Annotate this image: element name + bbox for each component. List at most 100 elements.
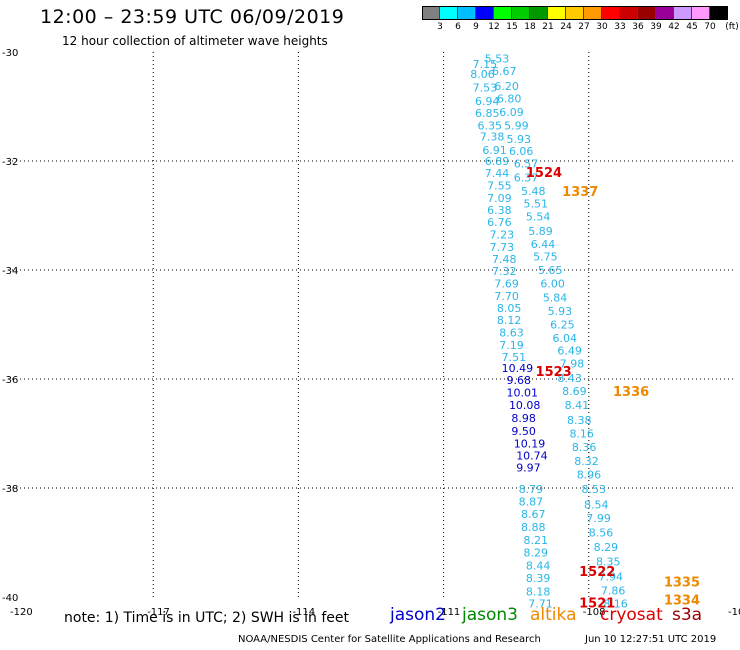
- swh-value-label: 7.48: [492, 253, 517, 266]
- swh-value-label: 5.93: [548, 305, 573, 318]
- swh-value-label: 7.53: [473, 81, 498, 94]
- swh-value-label: 6.00: [540, 278, 565, 291]
- swh-value-label: 8.18: [526, 586, 551, 599]
- swh-value-label: 10.08: [509, 399, 541, 412]
- lon-tick-label: -108: [583, 607, 606, 618]
- swh-value-label: 6.09: [499, 106, 524, 119]
- swh-value-label: 7.44: [485, 167, 510, 180]
- swh-value-label: 7.69: [494, 278, 519, 291]
- swh-value-label: 8.41: [565, 399, 590, 412]
- swh-value-label: 6.80: [497, 92, 521, 105]
- swh-value-label: 7.70: [494, 290, 519, 303]
- colorbar-swatch: [422, 6, 440, 20]
- swh-value-label: 7.19: [499, 339, 524, 352]
- pass-time-label: 1521: [579, 596, 615, 611]
- swh-value-label: 7.09: [487, 192, 512, 205]
- colorbar-tick-label: 18: [524, 22, 536, 32]
- swh-value-label: 8.88: [521, 521, 546, 534]
- colorbar-tick-label: 33: [614, 22, 626, 32]
- lat-tick-label: -40: [2, 593, 18, 604]
- swh-value-label: 6.44: [531, 238, 556, 251]
- swh-value-label: 8.21: [523, 534, 548, 547]
- chart-title: 12:00 – 23:59 UTC 06/09/2019: [40, 6, 345, 28]
- swh-value-label: 9.97: [516, 461, 541, 474]
- colorbar-tick-label: 30: [596, 22, 608, 32]
- satellite-legend-altika: altika: [530, 605, 577, 625]
- lat-tick-label: -36: [2, 375, 18, 386]
- pass-time-label: 1337: [562, 185, 598, 200]
- swh-value-label: 8.05: [497, 302, 521, 315]
- colorbar-tick-label: 45: [686, 22, 698, 32]
- swh-value-label: 7.98: [560, 358, 585, 371]
- swh-value-label: 8.79: [519, 483, 544, 496]
- swh-value-label: 8.44: [526, 559, 551, 572]
- swh-value-label: 10.74: [516, 449, 548, 462]
- footer-credit: NOAA/NESDIS Center for Satellite Applica…: [238, 634, 541, 645]
- swh-value-label: 7.71: [528, 598, 553, 611]
- swh-value-label: 8.29: [523, 546, 548, 559]
- satellite-legend-s3a: s3a: [672, 605, 703, 625]
- colorbar-swatch: [692, 6, 710, 20]
- swh-value-label: 9.68: [507, 374, 532, 387]
- colorbar-swatch: [494, 6, 512, 20]
- swh-value-label: 6.20: [494, 80, 519, 93]
- swh-value-label: 9.50: [511, 425, 536, 438]
- pass-time-label: 1524: [526, 166, 562, 181]
- swh-value-label: 7.23: [490, 229, 514, 242]
- swh-value-label: 6.38: [487, 204, 512, 217]
- satellite-legend-jason3: jason3: [462, 605, 518, 625]
- chart-subtitle: 12 hour collection of altimeter wave hei…: [62, 34, 328, 48]
- swh-value-label: 8.96: [577, 468, 602, 481]
- lon-tick-label: -114: [292, 607, 315, 618]
- swh-value-label: 7.51: [502, 351, 527, 364]
- swh-value-label: 6.89: [485, 155, 510, 168]
- colorbar-tick-label: 9: [473, 22, 479, 32]
- swh-value-label: 8.29: [594, 541, 619, 554]
- swh-value-label: 8.32: [574, 455, 599, 468]
- pass-time-label: 1523: [536, 365, 572, 380]
- units-note: note: 1) Time is in UTC; 2) SWH is in fe…: [64, 610, 350, 626]
- colorbar-tick-label: 15: [506, 22, 518, 32]
- pass-time-label: 1336: [613, 385, 649, 400]
- lat-tick-label: -32: [2, 157, 18, 168]
- swh-value-label: 6.35: [477, 120, 502, 133]
- pass-time-label: 1334: [664, 594, 700, 609]
- swh-value-label: 8.54: [584, 498, 609, 511]
- generation-timestamp: Jun 10 12:27:51 UTC 2019: [585, 634, 717, 645]
- colorbar-tick-label: 21: [542, 22, 554, 32]
- colorbar-swatch: [512, 6, 530, 20]
- swh-value-label: 5.75: [533, 250, 558, 263]
- swh-value-label: 6.67: [492, 65, 517, 78]
- swh-value-label: 6.25: [550, 319, 575, 332]
- swh-value-label: 5.54: [526, 211, 551, 224]
- lon-tick-label: -120: [10, 607, 33, 618]
- lat-tick-label: -30: [2, 48, 18, 59]
- swh-value-label: 10.49: [502, 362, 534, 375]
- pass-time-label: 1522: [579, 565, 615, 580]
- colorbar-tick-label: 39: [650, 22, 662, 32]
- colorbar-tick-label: 24: [560, 22, 572, 32]
- swh-value-label: 5.53: [485, 53, 510, 66]
- swh-value-label: 6.85: [475, 107, 500, 120]
- swh-value-label: 6.94: [475, 95, 500, 108]
- colorbar-swatch: [476, 6, 494, 20]
- satellite-legend-jason2: jason2: [390, 605, 446, 625]
- swh-value-label: 5.99: [504, 120, 528, 133]
- swh-value-label: 8.16: [569, 428, 594, 441]
- swh-value-label: 7.86: [601, 584, 626, 597]
- swh-value-label: 8.98: [511, 412, 536, 425]
- colorbar-swatch: [584, 6, 602, 20]
- colorbar-unit-label: (ft): [725, 22, 739, 32]
- swh-value-label: 6.76: [487, 216, 512, 229]
- colorbar-swatch: [620, 6, 638, 20]
- colorbar-swatch: [656, 6, 674, 20]
- swh-value-label: 6.91: [482, 144, 507, 157]
- lat-tick-label: -38: [2, 484, 18, 495]
- colorbar-swatch: [638, 6, 656, 20]
- swh-value-label: 8.63: [499, 327, 524, 340]
- swh-value-label: 7.38: [480, 130, 505, 143]
- colorbar-swatch: [548, 6, 566, 20]
- colorbar-swatch: [458, 6, 476, 20]
- colorbar-tick-label: 27: [578, 22, 590, 32]
